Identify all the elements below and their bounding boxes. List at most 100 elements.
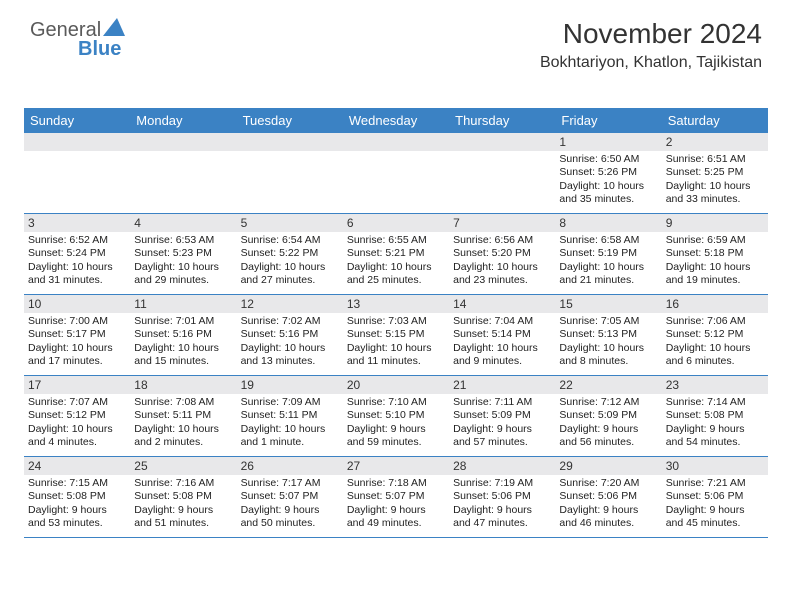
sunset-text: Sunset: 5:17 PM	[28, 328, 126, 341]
day-number: 11	[130, 295, 236, 313]
weeks-container: 12Sunrise: 6:50 AMSunset: 5:26 PMDayligh…	[24, 133, 768, 538]
sunrise-text: Sunrise: 7:16 AM	[134, 477, 232, 490]
day-number: 3	[24, 214, 130, 232]
sunrise-text: Sunrise: 7:09 AM	[241, 396, 339, 409]
day-cell: Sunrise: 6:59 AMSunset: 5:18 PMDaylight:…	[662, 232, 768, 294]
sunrise-text: Sunrise: 6:56 AM	[453, 234, 551, 247]
day-cell: Sunrise: 7:18 AMSunset: 5:07 PMDaylight:…	[343, 475, 449, 537]
sunset-text: Sunset: 5:16 PM	[134, 328, 232, 341]
daylight-text: Daylight: 10 hours and 2 minutes.	[134, 423, 232, 450]
week-body: Sunrise: 7:15 AMSunset: 5:08 PMDaylight:…	[24, 475, 768, 537]
day-number: 28	[449, 457, 555, 475]
day-cell: Sunrise: 6:56 AMSunset: 5:20 PMDaylight:…	[449, 232, 555, 294]
day-number: 25	[130, 457, 236, 475]
day-cell: Sunrise: 7:00 AMSunset: 5:17 PMDaylight:…	[24, 313, 130, 375]
daylight-text: Daylight: 9 hours and 54 minutes.	[666, 423, 764, 450]
weekday-label: Wednesday	[343, 108, 449, 133]
sunset-text: Sunset: 5:06 PM	[666, 490, 764, 503]
location-text: Bokhtariyon, Khatlon, Tajikistan	[540, 54, 762, 72]
day-number: 20	[343, 376, 449, 394]
day-number: 4	[130, 214, 236, 232]
sunset-text: Sunset: 5:18 PM	[666, 247, 764, 260]
day-number: 24	[24, 457, 130, 475]
day-number: 26	[237, 457, 343, 475]
day-cell: Sunrise: 7:02 AMSunset: 5:16 PMDaylight:…	[237, 313, 343, 375]
day-cell: Sunrise: 7:05 AMSunset: 5:13 PMDaylight:…	[555, 313, 661, 375]
weekday-label: Monday	[130, 108, 236, 133]
daylight-text: Daylight: 10 hours and 35 minutes.	[559, 180, 657, 207]
day-cell: Sunrise: 7:14 AMSunset: 5:08 PMDaylight:…	[662, 394, 768, 456]
sunrise-text: Sunrise: 7:19 AM	[453, 477, 551, 490]
sunset-text: Sunset: 5:07 PM	[241, 490, 339, 503]
daylight-text: Daylight: 9 hours and 57 minutes.	[453, 423, 551, 450]
sunrise-text: Sunrise: 7:18 AM	[347, 477, 445, 490]
day-number	[24, 133, 130, 151]
sunrise-text: Sunrise: 7:04 AM	[453, 315, 551, 328]
day-cell: Sunrise: 6:50 AMSunset: 5:26 PMDaylight:…	[555, 151, 661, 213]
daylight-text: Daylight: 10 hours and 11 minutes.	[347, 342, 445, 369]
day-cell: Sunrise: 6:53 AMSunset: 5:23 PMDaylight:…	[130, 232, 236, 294]
day-number: 29	[555, 457, 661, 475]
header: November 2024 Bokhtariyon, Khatlon, Taji…	[540, 18, 762, 72]
day-number: 12	[237, 295, 343, 313]
day-number: 13	[343, 295, 449, 313]
week-row: 24252627282930Sunrise: 7:15 AMSunset: 5:…	[24, 457, 768, 538]
weekday-label: Tuesday	[237, 108, 343, 133]
sunset-text: Sunset: 5:12 PM	[666, 328, 764, 341]
day-cell	[130, 151, 236, 213]
daynum-band: 3456789	[24, 214, 768, 232]
sunrise-text: Sunrise: 7:03 AM	[347, 315, 445, 328]
day-number: 9	[662, 214, 768, 232]
sunrise-text: Sunrise: 7:12 AM	[559, 396, 657, 409]
sunset-text: Sunset: 5:21 PM	[347, 247, 445, 260]
week-body: Sunrise: 6:52 AMSunset: 5:24 PMDaylight:…	[24, 232, 768, 294]
sunrise-text: Sunrise: 6:58 AM	[559, 234, 657, 247]
sunrise-text: Sunrise: 7:20 AM	[559, 477, 657, 490]
sunrise-text: Sunrise: 7:05 AM	[559, 315, 657, 328]
sunset-text: Sunset: 5:06 PM	[559, 490, 657, 503]
daylight-text: Daylight: 10 hours and 17 minutes.	[28, 342, 126, 369]
sunrise-text: Sunrise: 7:11 AM	[453, 396, 551, 409]
day-number: 15	[555, 295, 661, 313]
day-number: 8	[555, 214, 661, 232]
daylight-text: Daylight: 9 hours and 53 minutes.	[28, 504, 126, 531]
day-cell: Sunrise: 6:52 AMSunset: 5:24 PMDaylight:…	[24, 232, 130, 294]
day-cell: Sunrise: 7:03 AMSunset: 5:15 PMDaylight:…	[343, 313, 449, 375]
week-row: 12Sunrise: 6:50 AMSunset: 5:26 PMDayligh…	[24, 133, 768, 214]
day-cell: Sunrise: 7:07 AMSunset: 5:12 PMDaylight:…	[24, 394, 130, 456]
day-cell	[449, 151, 555, 213]
daynum-band: 12	[24, 133, 768, 151]
day-cell: Sunrise: 7:06 AMSunset: 5:12 PMDaylight:…	[662, 313, 768, 375]
day-number: 19	[237, 376, 343, 394]
sunset-text: Sunset: 5:19 PM	[559, 247, 657, 260]
sunrise-text: Sunrise: 6:51 AM	[666, 153, 764, 166]
sunrise-text: Sunrise: 7:21 AM	[666, 477, 764, 490]
logo: General Blue	[30, 18, 125, 61]
sunset-text: Sunset: 5:07 PM	[347, 490, 445, 503]
week-body: Sunrise: 7:07 AMSunset: 5:12 PMDaylight:…	[24, 394, 768, 456]
sunrise-text: Sunrise: 6:55 AM	[347, 234, 445, 247]
week-row: 17181920212223Sunrise: 7:07 AMSunset: 5:…	[24, 376, 768, 457]
day-cell	[343, 151, 449, 213]
weekday-label: Friday	[555, 108, 661, 133]
day-number	[343, 133, 449, 151]
daylight-text: Daylight: 10 hours and 25 minutes.	[347, 261, 445, 288]
daylight-text: Daylight: 10 hours and 15 minutes.	[134, 342, 232, 369]
week-body: Sunrise: 6:50 AMSunset: 5:26 PMDaylight:…	[24, 151, 768, 213]
day-cell	[237, 151, 343, 213]
day-number	[237, 133, 343, 151]
day-cell: Sunrise: 7:12 AMSunset: 5:09 PMDaylight:…	[555, 394, 661, 456]
week-row: 10111213141516Sunrise: 7:00 AMSunset: 5:…	[24, 295, 768, 376]
sunrise-text: Sunrise: 7:10 AM	[347, 396, 445, 409]
sunset-text: Sunset: 5:23 PM	[134, 247, 232, 260]
sunrise-text: Sunrise: 7:01 AM	[134, 315, 232, 328]
sunset-text: Sunset: 5:08 PM	[28, 490, 126, 503]
daylight-text: Daylight: 9 hours and 56 minutes.	[559, 423, 657, 450]
sunrise-text: Sunrise: 7:17 AM	[241, 477, 339, 490]
sunset-text: Sunset: 5:12 PM	[28, 409, 126, 422]
day-cell: Sunrise: 6:55 AMSunset: 5:21 PMDaylight:…	[343, 232, 449, 294]
sunset-text: Sunset: 5:09 PM	[453, 409, 551, 422]
daylight-text: Daylight: 10 hours and 1 minute.	[241, 423, 339, 450]
day-cell: Sunrise: 7:21 AMSunset: 5:06 PMDaylight:…	[662, 475, 768, 537]
day-number: 21	[449, 376, 555, 394]
